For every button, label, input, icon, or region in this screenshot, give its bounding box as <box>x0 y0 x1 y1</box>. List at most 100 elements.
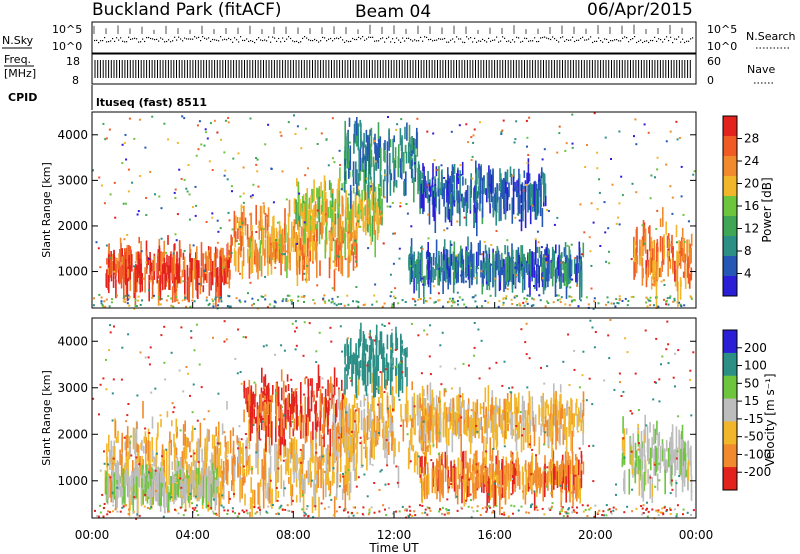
scatter-stripe <box>366 135 369 162</box>
scatter-point <box>227 121 230 124</box>
scatter-stripe <box>349 184 352 209</box>
scatter-stripe <box>332 447 335 473</box>
nsky-dot <box>282 37 284 39</box>
scatter-stripe <box>634 251 636 278</box>
scatter-stripe <box>450 193 452 221</box>
nsky-dot <box>252 40 254 42</box>
scatter-stripe <box>105 471 108 481</box>
scatter-point <box>421 248 424 250</box>
scatter-point <box>495 230 498 232</box>
scatter-stripe <box>489 169 492 176</box>
scatter-point <box>203 269 205 272</box>
scatter-stripe <box>171 471 174 484</box>
scatter-stripe <box>434 187 437 207</box>
nsky-dot <box>524 37 526 39</box>
scatter-stripe <box>465 251 467 262</box>
nsky-dot <box>300 41 302 43</box>
scatter-point <box>469 267 472 269</box>
ground-scatter-point <box>331 297 334 300</box>
ground-scatter-point <box>618 295 621 298</box>
scatter-stripe <box>206 436 208 462</box>
scatter-stripe <box>369 362 372 374</box>
nsky-dot <box>212 38 214 41</box>
scatter-stripe <box>568 246 571 263</box>
scatter-stripe <box>338 443 340 452</box>
nsky-dot <box>664 38 666 40</box>
scatter-stripe <box>392 138 394 164</box>
scatter-stripe <box>229 269 231 280</box>
scatter-point <box>231 190 233 193</box>
scatter-stripe <box>321 222 323 239</box>
ground-scatter-point <box>92 304 95 307</box>
scatter-stripe <box>346 426 349 448</box>
scatter-point <box>569 280 572 283</box>
scatter-point <box>325 138 328 141</box>
scatter-stripe <box>334 213 337 225</box>
scatter-stripe <box>347 344 349 357</box>
nsky-dot <box>284 40 286 42</box>
scatter-point <box>655 228 658 230</box>
scatter-stripe <box>351 427 354 450</box>
scatter-stripe <box>306 256 308 274</box>
scatter-point <box>256 170 259 173</box>
scatter-stripe <box>169 431 171 444</box>
scatter-stripe <box>341 379 343 391</box>
scatter-stripe <box>421 487 423 504</box>
scatter-point <box>512 257 515 259</box>
scatter-stripe <box>326 467 328 485</box>
scatter-stripe <box>202 285 205 293</box>
scatter-stripe <box>495 474 498 483</box>
scatter-stripe <box>284 440 287 457</box>
scatter-point <box>234 240 237 243</box>
scatter-stripe <box>183 256 186 277</box>
scatter-stripe <box>400 415 403 422</box>
scatter-stripe <box>271 394 274 403</box>
scatter-stripe <box>567 452 569 465</box>
scatter-stripe <box>641 236 644 252</box>
scatter-stripe <box>410 246 412 258</box>
scatter-stripe <box>435 166 438 177</box>
scatter-stripe <box>236 217 239 223</box>
scatter-point <box>241 206 243 209</box>
scatter-stripe <box>460 461 463 476</box>
power-colorbar-label: Power [dB] <box>760 177 774 242</box>
ground-scatter-point <box>184 296 187 299</box>
scatter-point <box>571 278 574 281</box>
scatter-stripe <box>431 177 434 188</box>
scatter-point <box>374 140 376 143</box>
ground-scatter-point <box>649 296 652 299</box>
scatter-stripe <box>387 430 390 443</box>
scatter-stripe <box>299 198 301 216</box>
scatter-stripe <box>244 476 246 483</box>
scatter-stripe <box>382 416 385 426</box>
scatter-stripe <box>665 221 667 235</box>
ground-scatter-point <box>556 299 559 302</box>
scatter-stripe <box>217 421 220 444</box>
scatter-stripe <box>289 403 292 413</box>
scatter-stripe <box>397 363 400 392</box>
scatter-stripe <box>533 490 536 511</box>
scatter-stripe <box>487 258 490 275</box>
scatter-point <box>283 253 286 256</box>
scatter-stripe <box>531 184 533 198</box>
ground-scatter-point <box>285 298 288 301</box>
scatter-point <box>101 184 103 187</box>
scatter-stripe <box>114 420 117 439</box>
scatter-stripe <box>578 247 581 263</box>
scatter-point <box>472 141 475 144</box>
scatter-stripe <box>387 362 390 381</box>
scatter-stripe <box>227 441 229 454</box>
scatter-stripe <box>386 395 389 414</box>
scatter-stripe <box>312 390 315 403</box>
scatter-stripe <box>690 248 692 264</box>
scatter-stripe <box>426 187 428 197</box>
scatter-stripe <box>565 262 568 287</box>
scatter-stripe <box>391 415 394 425</box>
scatter-stripe <box>120 265 123 289</box>
scatter-stripe <box>358 369 361 377</box>
scatter-stripe <box>259 479 262 487</box>
scatter-stripe <box>153 473 155 482</box>
ground-scatter-point <box>557 294 560 297</box>
scatter-stripe <box>508 203 511 211</box>
nsky-dot <box>456 36 458 38</box>
